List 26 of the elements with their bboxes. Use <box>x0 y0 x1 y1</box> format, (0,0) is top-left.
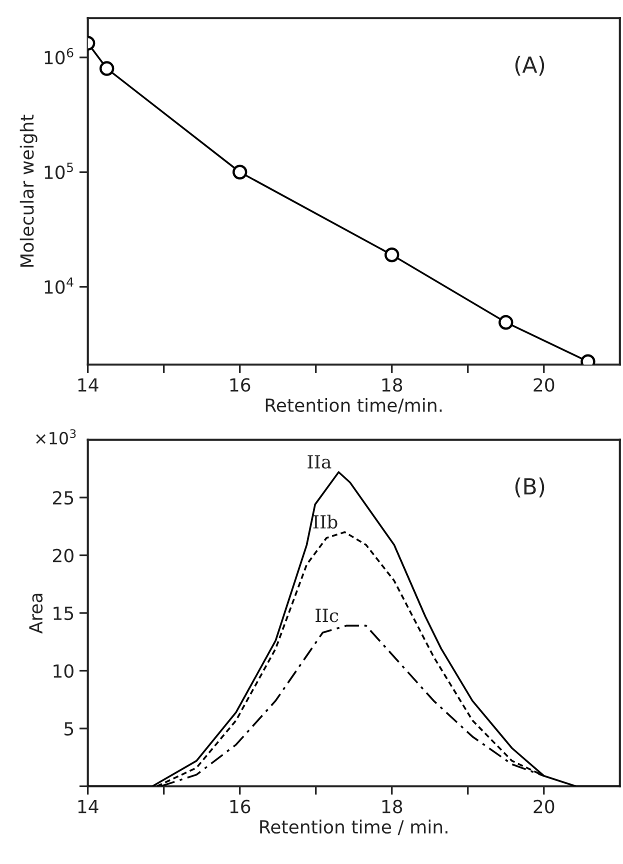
x-tick-label: 14 <box>78 378 98 392</box>
y-tick-label: 25 <box>52 490 74 505</box>
y-tick-label: 15 <box>54 606 74 620</box>
x-tick-label: 18 <box>382 378 402 392</box>
y-tick-label: 5 <box>64 722 74 736</box>
x-tick-label: 20 <box>534 378 554 392</box>
x-tick-label: 14 <box>78 800 98 814</box>
y-axis-title: Molecular weight <box>20 114 38 267</box>
annotation: (A) <box>515 56 544 76</box>
y-tick-label: 10$^{5}$ <box>44 162 73 180</box>
y-tick-label: 10$^{6}$ <box>44 48 74 64</box>
x-axis-title: Retention time/min. <box>266 398 442 414</box>
x-tick-label: 20 <box>534 800 554 814</box>
x-tick-label: 16 <box>230 800 250 814</box>
series-label: IIb <box>313 514 338 529</box>
annotation: (B) <box>515 478 544 498</box>
text: ×10$^{3}$ <box>36 429 76 444</box>
y-tick-label: 10 <box>54 664 74 678</box>
y-axis-title: Area <box>29 594 43 634</box>
y-tick-label: 20 <box>52 548 74 562</box>
x-axis-title: Retention time / min. <box>260 820 448 836</box>
x-tick-label: 16 <box>230 378 250 392</box>
y-tick-label: 10$^{4}$ <box>44 277 74 294</box>
series-label: IIa <box>308 455 332 469</box>
x-tick-label: 18 <box>382 800 402 814</box>
series-label: IIc <box>316 608 338 622</box>
